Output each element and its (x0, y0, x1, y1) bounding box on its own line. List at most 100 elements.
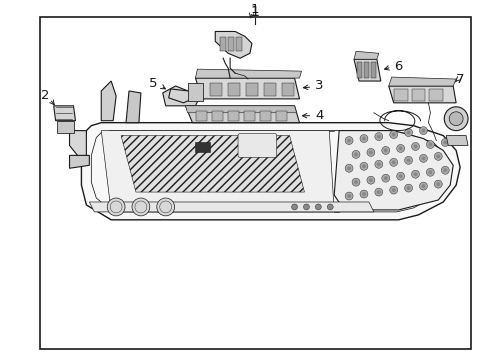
Bar (220, 37, 225, 51)
Circle shape (440, 139, 448, 147)
Bar (411, 89, 425, 101)
Circle shape (421, 156, 425, 160)
Text: 1: 1 (250, 3, 259, 16)
Bar (428, 89, 442, 101)
Polygon shape (89, 202, 373, 212)
Circle shape (404, 184, 412, 192)
Polygon shape (446, 136, 467, 145)
Circle shape (361, 136, 365, 140)
Circle shape (374, 188, 382, 196)
Circle shape (107, 198, 125, 216)
Circle shape (381, 147, 389, 154)
Circle shape (383, 176, 387, 180)
Circle shape (326, 204, 332, 210)
Circle shape (442, 168, 447, 172)
Polygon shape (163, 86, 200, 106)
Circle shape (398, 147, 402, 150)
Text: 4: 4 (314, 109, 323, 122)
Circle shape (411, 143, 419, 150)
Text: 5: 5 (148, 77, 157, 90)
Circle shape (440, 166, 448, 174)
Circle shape (435, 182, 439, 186)
Circle shape (303, 204, 309, 210)
Circle shape (315, 204, 321, 210)
Polygon shape (69, 131, 86, 160)
Bar (281, 83, 293, 96)
Circle shape (368, 178, 372, 182)
Circle shape (361, 192, 365, 196)
Text: 1: 1 (250, 5, 259, 19)
Circle shape (345, 164, 352, 172)
Circle shape (413, 172, 417, 176)
Bar (370, 62, 375, 78)
Circle shape (442, 140, 447, 144)
Circle shape (132, 198, 149, 216)
Bar (196, 111, 207, 121)
Polygon shape (168, 89, 192, 103)
Circle shape (435, 154, 439, 158)
Bar (245, 83, 257, 96)
Circle shape (374, 160, 382, 168)
Circle shape (413, 144, 417, 148)
Circle shape (345, 192, 352, 200)
Circle shape (419, 182, 427, 190)
Circle shape (426, 140, 433, 148)
Text: 6: 6 (394, 60, 402, 73)
Polygon shape (353, 51, 378, 59)
Bar (228, 111, 239, 121)
Circle shape (351, 178, 359, 186)
Circle shape (406, 131, 410, 135)
Circle shape (433, 180, 441, 188)
Bar (212, 111, 223, 121)
Polygon shape (54, 106, 75, 121)
Circle shape (427, 143, 431, 147)
Circle shape (419, 127, 427, 135)
Text: 2: 2 (41, 89, 50, 102)
Circle shape (406, 186, 410, 190)
Circle shape (396, 144, 404, 152)
Polygon shape (57, 121, 74, 132)
Circle shape (345, 136, 352, 144)
Bar (188, 83, 203, 101)
Circle shape (376, 135, 380, 139)
Circle shape (368, 150, 372, 154)
Circle shape (359, 135, 367, 143)
Circle shape (427, 170, 431, 174)
Polygon shape (126, 91, 141, 123)
Circle shape (421, 129, 425, 132)
Circle shape (404, 129, 412, 136)
Circle shape (421, 184, 425, 188)
Circle shape (346, 166, 350, 170)
Polygon shape (101, 131, 333, 212)
Bar (236, 37, 242, 51)
Bar (244, 111, 254, 121)
Circle shape (389, 131, 397, 139)
Circle shape (366, 148, 374, 156)
Circle shape (404, 156, 412, 164)
Circle shape (359, 190, 367, 198)
Polygon shape (185, 106, 296, 113)
Circle shape (426, 168, 433, 176)
Circle shape (157, 198, 174, 216)
Bar (275, 111, 286, 121)
Polygon shape (195, 69, 301, 78)
Bar (264, 83, 275, 96)
Circle shape (448, 112, 462, 126)
Polygon shape (101, 81, 116, 121)
Circle shape (291, 204, 297, 210)
Circle shape (391, 188, 395, 192)
Polygon shape (195, 78, 299, 99)
Circle shape (351, 150, 359, 158)
Circle shape (398, 174, 402, 178)
Circle shape (433, 152, 441, 160)
Circle shape (353, 152, 357, 156)
Circle shape (411, 170, 419, 178)
Circle shape (361, 164, 365, 168)
Circle shape (376, 162, 380, 166)
Text: 7: 7 (455, 73, 464, 86)
Circle shape (359, 162, 367, 170)
Circle shape (366, 176, 374, 184)
Bar (40, 17, 470, 349)
Bar (228, 37, 234, 51)
Polygon shape (333, 131, 452, 210)
